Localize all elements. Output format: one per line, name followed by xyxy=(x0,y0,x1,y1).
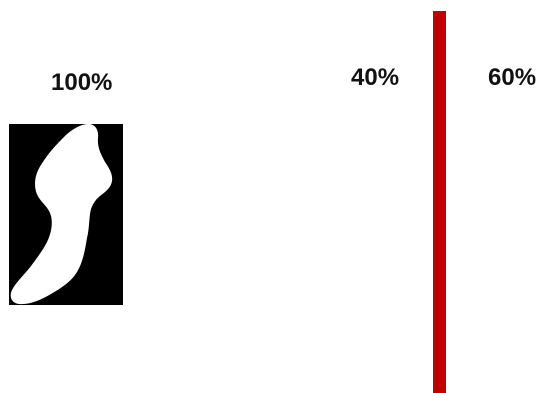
segmentation-mask-image xyxy=(9,124,123,305)
label-60-percent: 60% xyxy=(488,64,537,91)
mask-shape xyxy=(10,124,113,305)
label-100-percent: 100% xyxy=(51,69,113,96)
label-40-percent: 40% xyxy=(351,64,400,91)
vertical-divider-line xyxy=(433,11,446,393)
